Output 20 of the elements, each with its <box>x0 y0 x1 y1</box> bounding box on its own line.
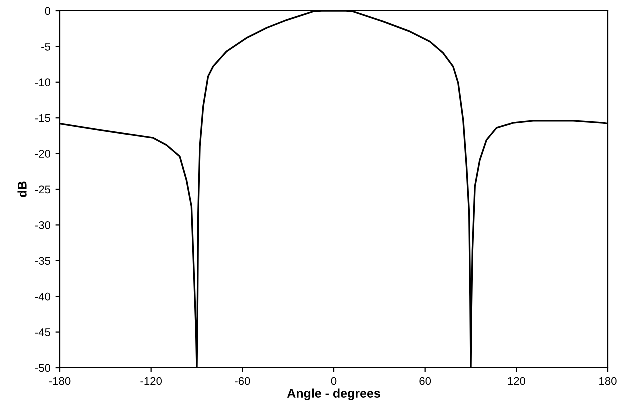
x-tick-label: 60 <box>420 377 432 386</box>
x-axis-title: Angle - degrees <box>287 388 380 400</box>
x-tick-label: 180 <box>600 377 617 386</box>
x-tick-label: -180 <box>49 377 71 386</box>
y-tick-label: -10 <box>35 78 51 87</box>
x-tick-label: 120 <box>508 377 526 386</box>
y-tick-label: -25 <box>35 186 51 194</box>
y-tick-label: -30 <box>35 221 51 230</box>
x-tick-label: -60 <box>235 377 250 386</box>
y-tick-label: -20 <box>35 150 51 158</box>
y-tick-label: -35 <box>35 257 51 266</box>
x-tick-label: 0 <box>331 377 337 386</box>
y-tick-label: 0 <box>45 7 51 16</box>
y-tick-label: -50 <box>35 364 51 372</box>
y-tick-label: -40 <box>35 292 51 301</box>
y-tick-label: -5 <box>42 43 51 51</box>
y-tick-label: -45 <box>35 328 51 336</box>
y-tick-label: -15 <box>35 114 51 122</box>
y-axis-title: dB <box>18 182 27 198</box>
x-tick-label: -120 <box>140 377 162 386</box>
